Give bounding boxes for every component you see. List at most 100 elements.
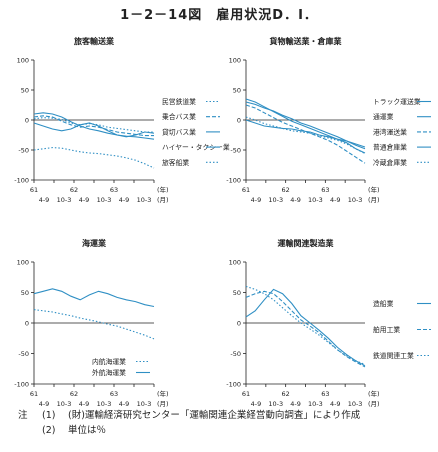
y-tick-label: 50: [21, 289, 29, 297]
x-tick-label: 4-9: [251, 196, 262, 204]
y-tick-label: -50: [18, 350, 29, 358]
y-tick-label: 100: [17, 259, 29, 267]
legend-label: 鉄道関連工業: [373, 351, 414, 360]
x-tick-label: 4-9: [290, 400, 301, 408]
x-tick-label: 4-9: [79, 400, 90, 408]
month-unit-label: (月): [157, 400, 169, 408]
panel-title: 旅客輸送業: [74, 36, 115, 46]
month-unit-label: (月): [368, 196, 380, 204]
x-tick-label: 10-3: [268, 400, 283, 408]
x-tick-label: 4-9: [39, 400, 50, 408]
series-line-5: [33, 147, 155, 169]
legend-item: 旅客船業: [162, 158, 220, 167]
x-tick-label: 4-9: [79, 196, 90, 204]
y-tick-label: -50: [230, 147, 241, 155]
series-line-4: [33, 122, 155, 138]
series-line-1: [245, 288, 366, 367]
series-line-2: [33, 288, 155, 308]
year-label: 62: [282, 390, 290, 398]
legend-item: 造船業: [373, 299, 431, 308]
panel-title: 海運業: [82, 238, 107, 248]
x-tick-label: 10-3: [57, 196, 72, 204]
y-tick-label: 0: [237, 320, 241, 328]
legend-item: ハイヤー・タクシー業: [162, 143, 230, 152]
y-tick-label: -100: [14, 381, 29, 389]
series-line-1: [33, 117, 154, 133]
x-tick-label: 4-9: [119, 196, 130, 204]
year-label: 63: [110, 390, 118, 398]
legend-label: 貸切バス業: [162, 127, 196, 136]
legend-label: 民営鉄道業: [162, 97, 196, 106]
x-tick-label: 4-9: [39, 196, 50, 204]
x-tick-label: 10-3: [97, 400, 112, 408]
y-tick-label: -100: [226, 381, 241, 389]
series-line-3: [33, 112, 155, 140]
legend-item: トラック運送業: [373, 97, 431, 106]
x-tick-label: 10-3: [137, 400, 152, 408]
chart-panel-3: 海運業 100 50 0 -50 -100 4-9 10-3 4-9 10-3 4-9 10-3 61 6…: [14, 238, 168, 408]
y-tick-label: 50: [233, 289, 241, 297]
note-number: (2): [42, 425, 56, 436]
legend-item: 舶用工業: [373, 325, 431, 334]
year-label: 63: [110, 186, 118, 194]
series-line-1: [33, 309, 155, 340]
y-tick-label: -50: [230, 350, 241, 358]
x-tick-label: 10-3: [137, 196, 152, 204]
chart-panel-4: 運輸関連製造業 100 50 0 -50 -100 4-9 10-3 4-9 10-3 4-9 10-…: [226, 238, 431, 408]
legend-label: トラック運送業: [373, 97, 421, 106]
page-title: 1－2－14図 雇用状況D．I．: [120, 8, 318, 23]
year-label: 61: [242, 390, 250, 398]
y-tick-label: 100: [229, 259, 241, 267]
x-tick-label: 4-9: [119, 400, 130, 408]
legend-item: 鉄道関連工業: [373, 351, 431, 360]
y-tick-label: 0: [25, 320, 29, 328]
y-tick-label: 50: [233, 87, 241, 95]
year-label: 62: [70, 186, 78, 194]
chart-panel-2: 貨物輸送業・倉庫業 100 50 0 -50 -100 4-9 10-3 4-9 10-3 4-9 1…: [226, 36, 431, 204]
x-tick-label: 4-9: [330, 196, 341, 204]
x-tick-label: 10-3: [348, 196, 363, 204]
series-line-2: [245, 98, 366, 154]
legend-label: ハイヤー・タクシー業: [162, 143, 230, 152]
year-unit-label: (年): [157, 389, 169, 398]
series-line-2: [245, 290, 366, 368]
note-1: 注 (1) (財)運輸経済研究センター「運輸関連企業経営動向調査」により作成: [18, 408, 360, 423]
panel-title: 貨物輸送業・倉庫業: [270, 36, 343, 46]
year-unit-label: (年): [157, 185, 169, 194]
legend-label: 乗合バス業: [162, 112, 196, 121]
x-tick-label: 10-3: [268, 196, 283, 204]
series-line-4: [245, 119, 366, 148]
series-line-3: [245, 104, 366, 164]
note-number: (1): [42, 410, 56, 421]
legend-label: 舶用工業: [373, 325, 400, 334]
x-tick-label: 10-3: [308, 196, 323, 204]
note-label: [18, 423, 36, 438]
y-tick-label: 0: [237, 117, 241, 125]
legend-label: 冷蔵倉庫業: [373, 158, 407, 167]
x-tick-label: 10-3: [97, 196, 112, 204]
legend-item: 普通倉庫業: [373, 143, 431, 152]
year-label: 63: [321, 186, 329, 194]
legend-item: 内航海運業: [92, 357, 150, 366]
y-tick-label: -50: [18, 147, 29, 155]
x-tick-label: 4-9: [251, 400, 262, 408]
note-label: 注: [18, 410, 28, 421]
y-tick-label: -100: [14, 177, 29, 185]
y-tick-label: -100: [226, 177, 241, 185]
legend-label: 港湾運送業: [373, 127, 407, 136]
month-unit-label: (月): [368, 400, 380, 408]
year-label: 61: [30, 390, 38, 398]
notes: 注 (1) (財)運輸経済研究センター「運輸関連企業経営動向調査」により作成 (…: [18, 408, 360, 438]
x-tick-label: 4-9: [330, 400, 341, 408]
legend-item: 民営鉄道業: [162, 97, 220, 106]
legend-label: 外航海運業: [92, 368, 126, 377]
y-tick-label: 100: [17, 57, 29, 65]
series-line-5: [245, 116, 366, 155]
year-label: 63: [321, 390, 329, 398]
legend-item: 乗合バス業: [162, 112, 220, 121]
legend-label: 造船業: [373, 299, 394, 308]
x-tick-label: 10-3: [308, 400, 323, 408]
y-tick-label: 0: [25, 117, 29, 125]
note-2: (2) 単位は％: [18, 423, 360, 438]
